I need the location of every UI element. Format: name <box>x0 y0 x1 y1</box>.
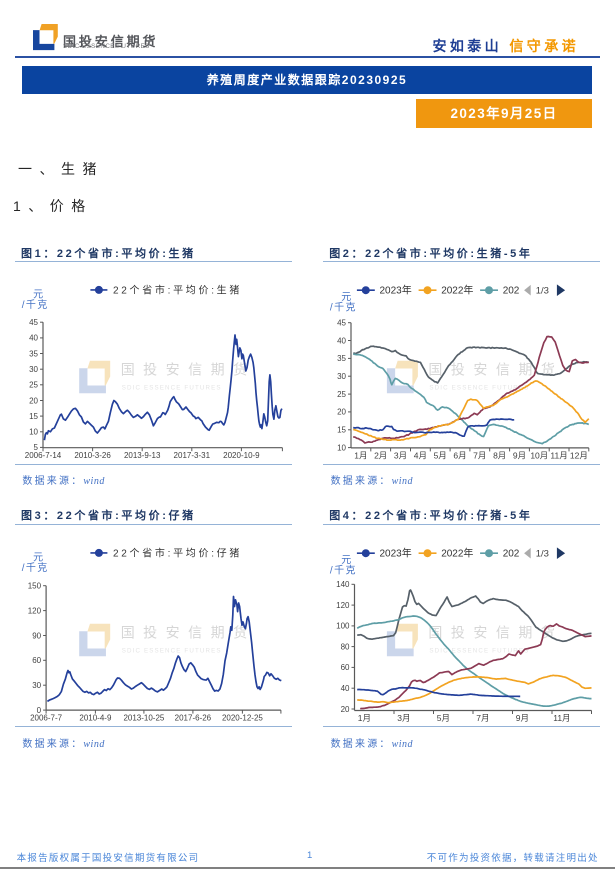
svg-text:9月: 9月 <box>513 450 526 460</box>
svg-text:/千克: /千克 <box>330 564 357 576</box>
svg-text:30: 30 <box>29 365 38 374</box>
svg-text:3月: 3月 <box>394 450 407 460</box>
svg-text:/千克: /千克 <box>330 302 357 314</box>
svg-text:元: 元 <box>341 292 351 303</box>
svg-text:30: 30 <box>32 681 41 690</box>
svg-text:35: 35 <box>337 354 346 363</box>
svg-text:40: 40 <box>337 336 346 345</box>
svg-text:20: 20 <box>29 396 38 405</box>
svg-text:35: 35 <box>29 349 38 358</box>
svg-text:100: 100 <box>336 621 350 630</box>
svg-text:2020-10-9: 2020-10-9 <box>223 451 260 460</box>
svg-text:25: 25 <box>337 390 346 399</box>
svg-text:/千克: /千克 <box>21 562 48 574</box>
svg-text:11月: 11月 <box>550 450 567 460</box>
svg-text:国投安信期货: 国投安信期货 <box>428 362 563 378</box>
svg-text:2013-9-13: 2013-9-13 <box>124 451 161 460</box>
svg-text:10: 10 <box>29 428 38 437</box>
svg-text:25: 25 <box>29 381 38 390</box>
svg-text:2010-3-26: 2010-3-26 <box>74 451 111 460</box>
svg-text:22个省市:平均价:生猪: 22个省市:平均价:生猪 <box>113 283 242 296</box>
svg-text:22个省市:平均价:仔猪: 22个省市:平均价:仔猪 <box>113 546 242 559</box>
svg-text:2022年: 2022年 <box>441 283 473 296</box>
svg-text:150: 150 <box>27 581 41 590</box>
svg-text:1/3: 1/3 <box>535 286 548 297</box>
svg-text:2006-7-14: 2006-7-14 <box>24 451 61 460</box>
svg-text:20: 20 <box>340 704 349 713</box>
svg-text:0: 0 <box>36 705 41 714</box>
svg-text:4月: 4月 <box>414 450 427 460</box>
svg-text:80: 80 <box>340 642 349 651</box>
svg-text:SDIC ESSENCE FUTURES: SDIC ESSENCE FUTURES <box>429 647 529 654</box>
svg-text:1/3: 1/3 <box>535 548 548 559</box>
svg-text:国投安信期货: 国投安信期货 <box>428 624 563 640</box>
svg-text:202: 202 <box>502 548 519 559</box>
svg-text:202: 202 <box>502 285 519 296</box>
svg-text:2月: 2月 <box>374 450 387 460</box>
svg-text:120: 120 <box>336 600 350 609</box>
svg-text:40: 40 <box>29 334 38 343</box>
svg-text:SDIC ESSENCE FUTURES: SDIC ESSENCE FUTURES <box>121 647 221 654</box>
svg-text:20: 20 <box>337 408 346 417</box>
svg-text:2022年: 2022年 <box>441 546 473 559</box>
svg-text:7月: 7月 <box>473 450 486 460</box>
svg-text:12月: 12月 <box>570 450 588 460</box>
svg-text:5: 5 <box>33 443 38 452</box>
svg-text:15: 15 <box>29 412 38 421</box>
svg-text:国投安信期货: 国投安信期货 <box>120 624 255 640</box>
svg-text:2023年: 2023年 <box>379 546 411 559</box>
svg-text:3月: 3月 <box>397 712 410 722</box>
svg-text:140: 140 <box>336 580 350 589</box>
svg-text:5月: 5月 <box>433 450 446 460</box>
svg-text:15: 15 <box>337 426 346 435</box>
svg-text:元: 元 <box>33 552 43 563</box>
svg-text:45: 45 <box>29 318 38 327</box>
svg-text:2023年: 2023年 <box>379 283 411 296</box>
svg-text:SDIC ESSENCE FUTURES: SDIC ESSENCE FUTURES <box>429 385 529 392</box>
svg-text:9月: 9月 <box>516 712 529 722</box>
svg-text:10: 10 <box>337 443 346 452</box>
svg-text:SDIC ESSENCE FUTURES: SDIC ESSENCE FUTURES <box>121 385 221 392</box>
svg-text:120: 120 <box>27 606 41 615</box>
svg-text:6月: 6月 <box>453 450 466 460</box>
svg-text:5月: 5月 <box>437 712 450 722</box>
svg-text:60: 60 <box>32 656 41 665</box>
svg-text:30: 30 <box>337 372 346 381</box>
svg-text:2017-3-31: 2017-3-31 <box>173 451 210 460</box>
svg-text:8月: 8月 <box>493 450 506 460</box>
svg-text:2010-4-9: 2010-4-9 <box>79 713 112 722</box>
svg-text:1月: 1月 <box>358 712 371 722</box>
svg-text:11月: 11月 <box>553 712 570 722</box>
svg-text:60: 60 <box>340 663 349 672</box>
svg-text:2006-7-7: 2006-7-7 <box>30 713 63 722</box>
svg-text:/千克: /千克 <box>21 299 48 311</box>
svg-text:元: 元 <box>341 555 351 566</box>
svg-text:国投安信期货: 国投安信期货 <box>120 362 255 378</box>
svg-text:1月: 1月 <box>354 450 367 460</box>
svg-text:45: 45 <box>337 319 346 328</box>
svg-text:10月: 10月 <box>530 450 548 460</box>
svg-text:90: 90 <box>32 631 41 640</box>
svg-text:2020-12-25: 2020-12-25 <box>222 713 263 722</box>
svg-text:40: 40 <box>340 684 349 693</box>
svg-text:7月: 7月 <box>476 712 489 722</box>
svg-text:2017-6-26: 2017-6-26 <box>174 713 211 722</box>
svg-text:2013-10-25: 2013-10-25 <box>123 713 164 722</box>
svg-text:元: 元 <box>33 290 43 301</box>
